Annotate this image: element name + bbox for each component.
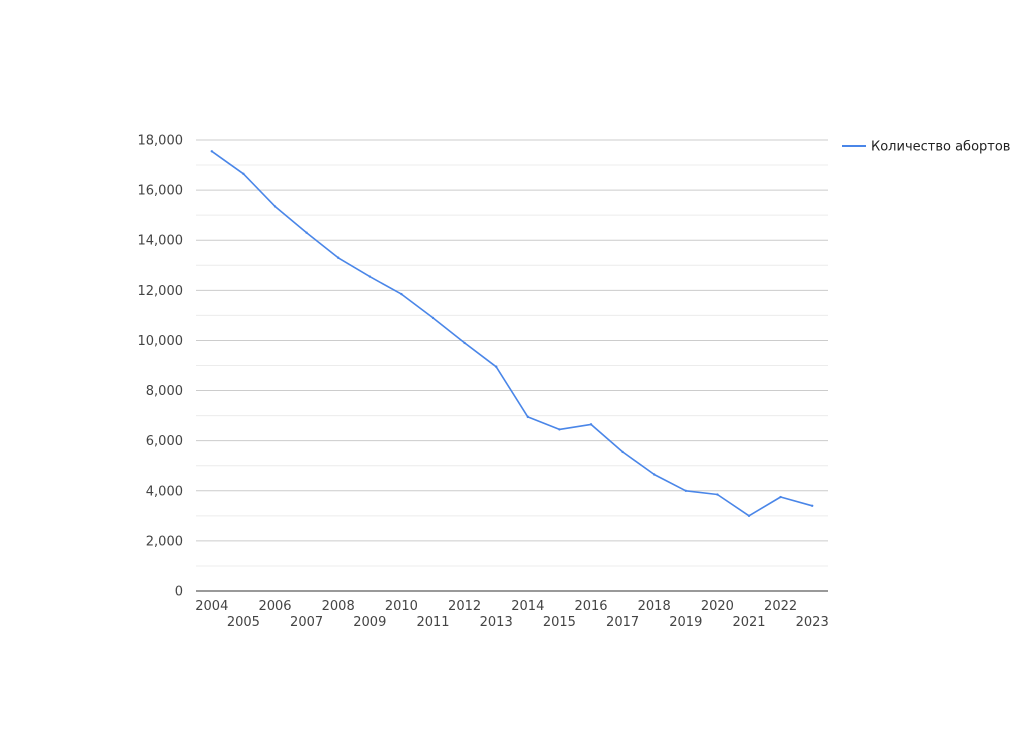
- x-tick-label: 2009: [353, 615, 386, 630]
- legend-label: Количество абортов: [871, 140, 1010, 155]
- y-tick-label: 4,000: [146, 484, 183, 499]
- data-point: [495, 365, 498, 368]
- data-point: [684, 489, 687, 492]
- data-point: [558, 428, 561, 431]
- x-tick-label: 2008: [322, 599, 355, 614]
- data-point: [273, 205, 277, 208]
- y-tick-label: 14,000: [138, 234, 184, 249]
- x-tick-label: 2010: [385, 599, 418, 614]
- data-point: [621, 450, 624, 454]
- data-point: [526, 415, 529, 419]
- x-tick-label: 2015: [543, 615, 576, 630]
- data-point: [210, 150, 213, 153]
- data-point: [779, 495, 782, 499]
- x-tick-label: 2005: [227, 615, 260, 630]
- x-tick-label: 2016: [574, 599, 607, 614]
- data-point: [368, 275, 371, 278]
- data-point: [463, 341, 466, 345]
- series-line: [211, 150, 813, 517]
- y-tick-label: 10,000: [138, 334, 184, 349]
- x-tick-label: 2021: [732, 615, 765, 630]
- plot-area: [210, 150, 814, 518]
- x-tick-label: 2018: [638, 599, 671, 614]
- data-point: [337, 256, 340, 259]
- x-axis: 2004200520062007200820092010201120122013…: [195, 590, 829, 630]
- y-tick-label: 8,000: [146, 384, 183, 399]
- y-axis: 0 2,000 4,000 6,000 8,000 10,000 12,000 14,000 1…: [138, 134, 184, 600]
- x-tick-label: 2006: [258, 599, 291, 614]
- data-point: [811, 504, 814, 508]
- x-tick-label: 2019: [669, 615, 702, 630]
- x-tick-label: 2014: [511, 599, 544, 614]
- x-tick-label: 2017: [606, 615, 639, 630]
- grid-lines: [196, 139, 828, 567]
- data-point: [431, 316, 435, 320]
- legend: Количество абортов: [842, 140, 1010, 155]
- y-tick-label: 12,000: [138, 284, 184, 299]
- y-tick-label: 2,000: [146, 534, 183, 549]
- data-point: [747, 514, 751, 518]
- x-tick-label: 2011: [416, 615, 449, 630]
- x-tick-label: 2004: [195, 599, 228, 614]
- x-tick-label: 2023: [796, 615, 829, 630]
- data-point: [305, 231, 308, 234]
- y-tick-label: 18,000: [138, 134, 184, 149]
- x-tick-label: 2012: [448, 599, 481, 614]
- y-tick-label: 16,000: [138, 184, 184, 199]
- x-tick-label: 2007: [290, 615, 323, 630]
- data-point: [400, 292, 403, 296]
- x-tick-label: 2022: [764, 599, 797, 614]
- data-point: [589, 423, 593, 426]
- data-point: [716, 493, 719, 496]
- x-tick-label: 2020: [701, 599, 734, 614]
- y-tick-label: 6,000: [146, 434, 183, 449]
- data-point: [653, 473, 656, 476]
- x-tick-label: 2013: [480, 615, 513, 630]
- y-tick-label: 0: [175, 585, 183, 600]
- data-point: [242, 172, 245, 176]
